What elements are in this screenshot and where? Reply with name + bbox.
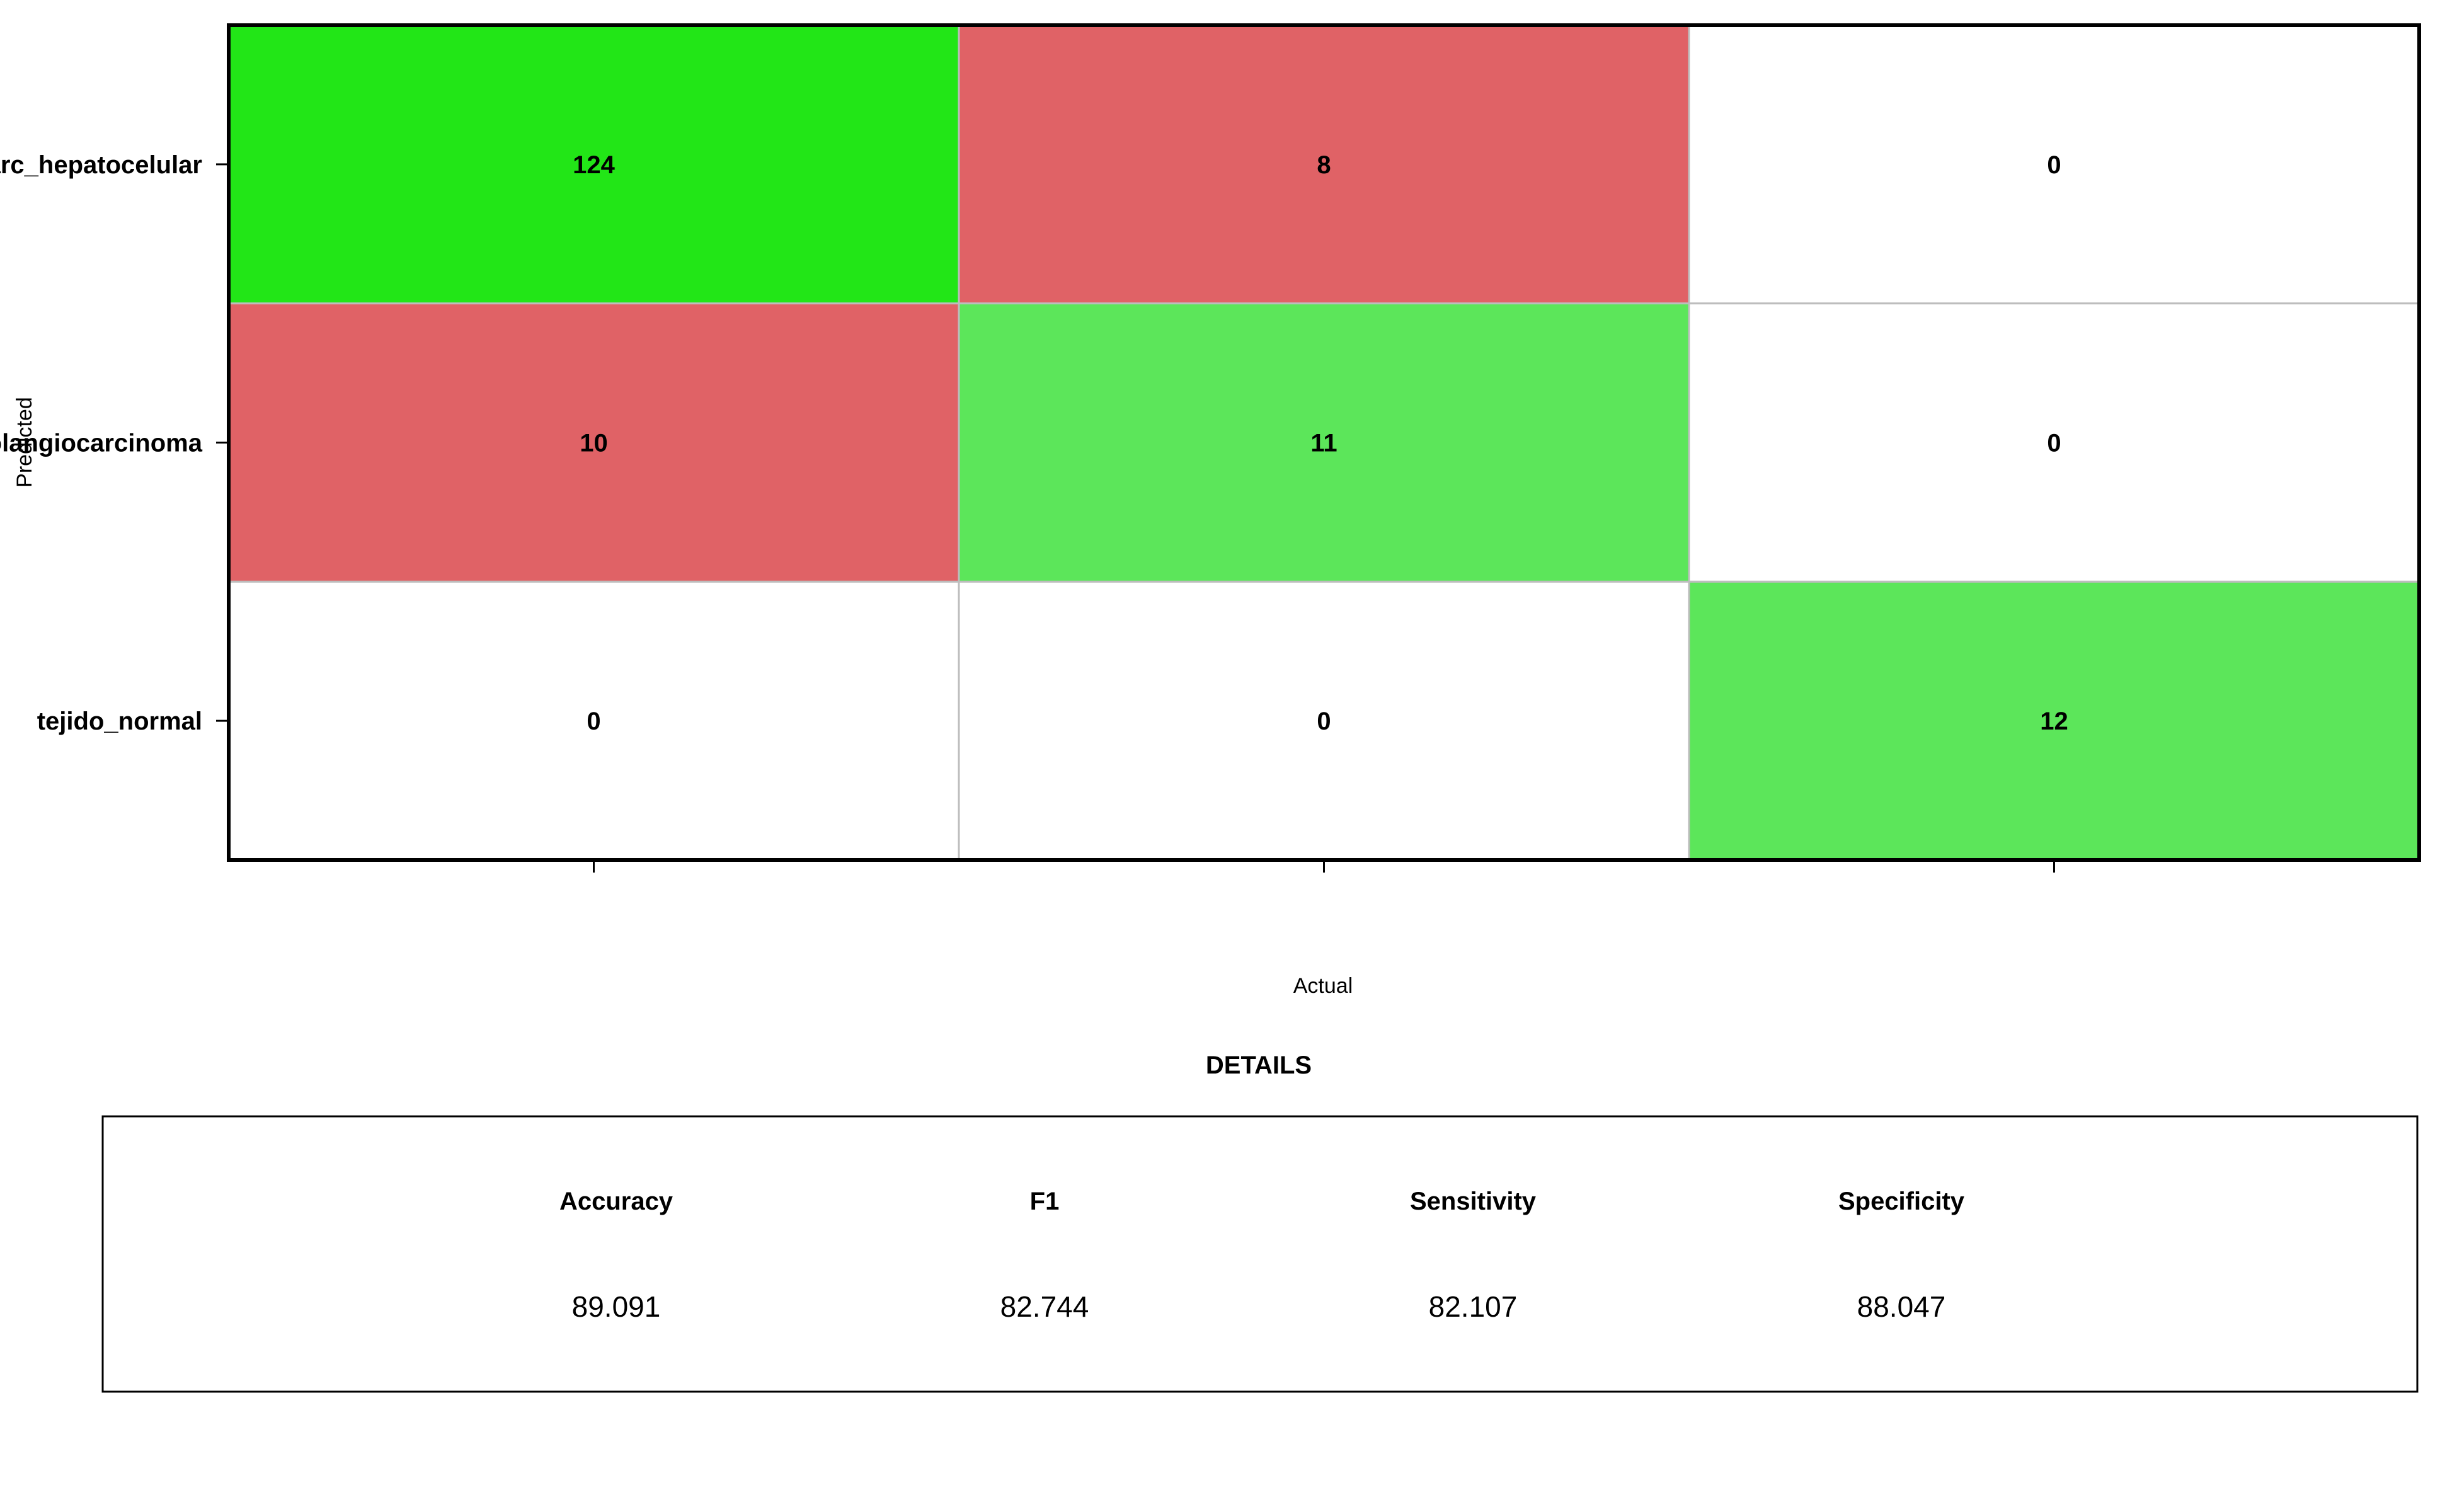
matrix-cell [1688,302,2420,583]
metric-value: 82.744 [1000,1290,1089,1323]
metric-label: Specificity [1838,1188,1965,1215]
axis-ticks [216,163,2055,873]
metric-value: 88.047 [1857,1290,1946,1323]
matrix-cell [958,580,1690,861]
y-axis-title: Predicted [13,397,37,488]
cell-value: 0 [587,707,600,735]
cell-value: 0 [1317,707,1331,735]
cell-value: 11 [1310,430,1337,457]
cell-value: 10 [580,430,608,457]
cell-value: 0 [2047,151,2061,179]
cell-value: 0 [2047,430,2061,457]
cell-value: 124 [573,151,615,179]
matrix-cell [227,580,960,861]
metric-value: 82.107 [1429,1290,1518,1323]
row-label: carc_hepatocelular [0,151,202,179]
cell-value: 12 [2040,707,2068,735]
matrix-cell [227,24,960,305]
metric-label: Sensitivity [1410,1188,1537,1215]
metric-label: Accuracy [559,1188,673,1215]
metric-label: F1 [1030,1188,1060,1215]
row-label: colangiocarcinoma [0,430,203,457]
predicted-class-labels: carc_hepatocelular colangiocarcinoma tejid… [0,151,203,735]
details-metrics: Accuracy 89.091 F1 82.744 Sensitivity 82.107 S… [559,1188,1965,1323]
metric-value: 89.091 [572,1290,661,1323]
confusion-matrix: 124 8 0 10 11 0 0 0 12 [227,23,2421,862]
details-box [101,1115,2419,1393]
matrix-cell [958,302,1690,583]
row-label: tejido_normal [37,707,202,735]
x-axis-title: Actual [1293,974,1353,998]
matrix-cell [958,24,1690,305]
matrix-cell [227,302,960,583]
details-title: DETAILS [1206,1051,1312,1079]
cell-value: 8 [1317,151,1331,179]
